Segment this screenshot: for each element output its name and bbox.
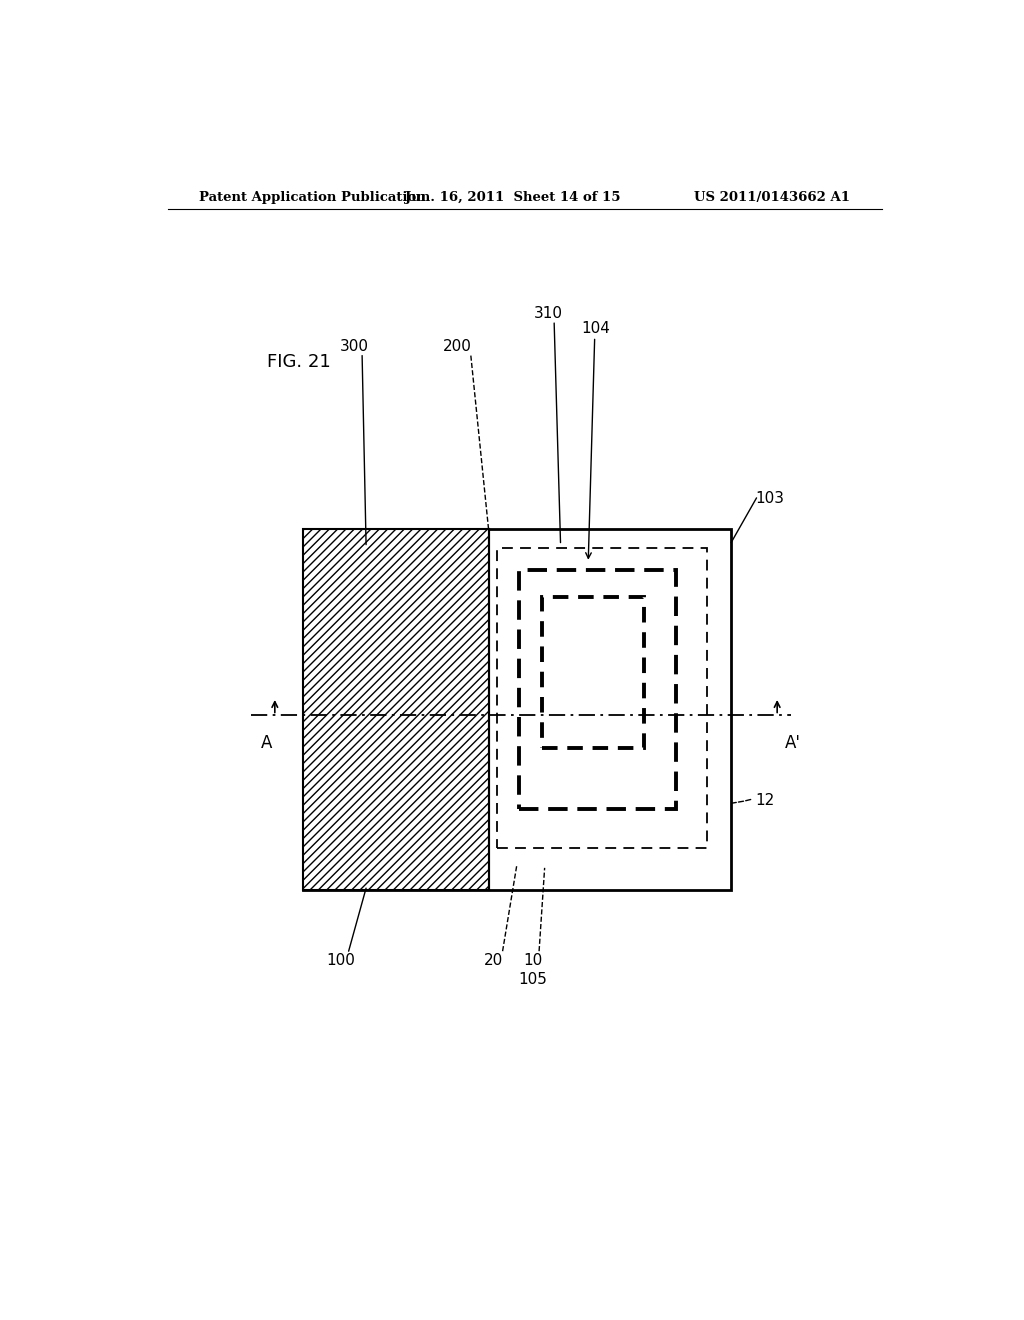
- Bar: [519, 570, 677, 809]
- Text: 200: 200: [443, 338, 472, 354]
- Bar: [543, 598, 644, 748]
- Text: 310: 310: [535, 306, 563, 321]
- Text: Patent Application Publication: Patent Application Publication: [200, 190, 426, 203]
- FancyArrowPatch shape: [655, 783, 751, 804]
- Text: 10: 10: [523, 953, 543, 969]
- Bar: [303, 529, 489, 890]
- Text: A': A': [785, 734, 801, 751]
- Text: 100: 100: [327, 953, 355, 969]
- Text: 300: 300: [340, 338, 369, 354]
- Bar: [497, 548, 708, 847]
- Text: US 2011/0143662 A1: US 2011/0143662 A1: [694, 190, 850, 203]
- Text: A: A: [261, 734, 272, 751]
- Text: Jun. 16, 2011  Sheet 14 of 15: Jun. 16, 2011 Sheet 14 of 15: [406, 190, 621, 203]
- Bar: [303, 529, 731, 890]
- Text: 12: 12: [755, 793, 774, 808]
- Text: FIG. 21: FIG. 21: [267, 352, 331, 371]
- Text: 20: 20: [483, 953, 503, 969]
- Text: 105: 105: [518, 972, 547, 986]
- Text: 104: 104: [582, 321, 610, 337]
- Text: 103: 103: [755, 491, 784, 507]
